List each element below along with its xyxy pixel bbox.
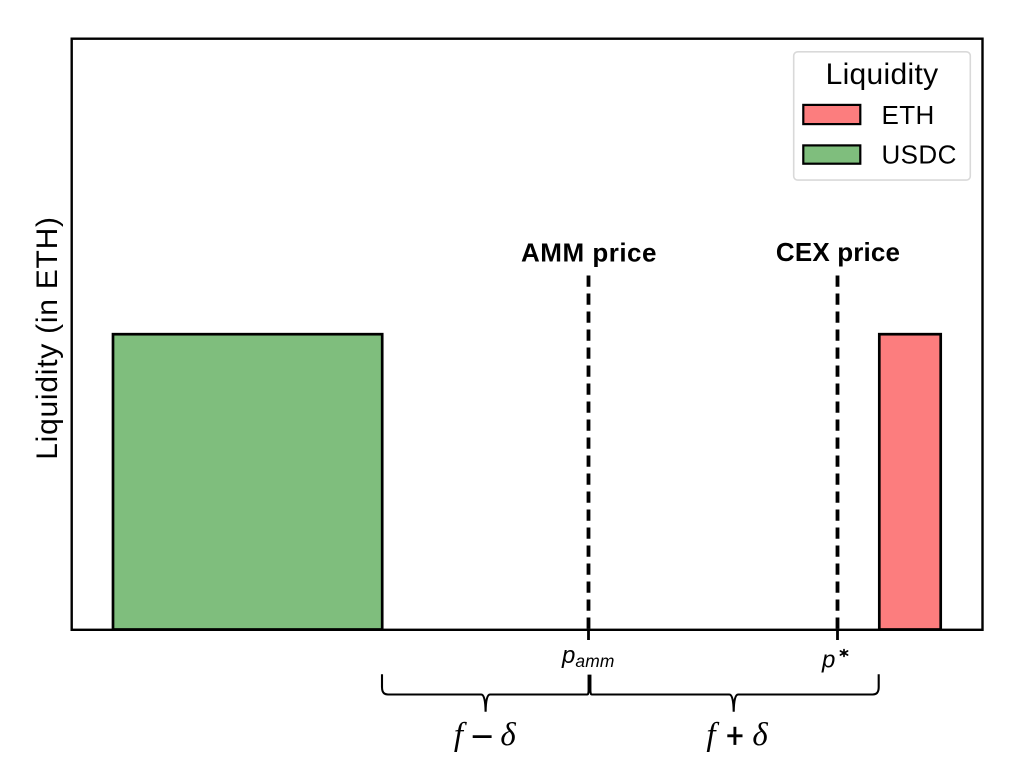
svg-text:AMM price: AMM price xyxy=(521,238,657,268)
svg-text:Liquidity: Liquidity xyxy=(826,58,939,91)
svg-text:δ: δ xyxy=(752,717,768,753)
svg-text:p: p xyxy=(821,647,835,674)
svg-text:δ: δ xyxy=(500,717,516,753)
svg-text:CEX price: CEX price xyxy=(776,237,900,267)
svg-text:ETH: ETH xyxy=(882,100,935,130)
svg-text:Liquidity (in ETH): Liquidity (in ETH) xyxy=(31,216,64,460)
svg-text:USDC: USDC xyxy=(882,140,957,170)
